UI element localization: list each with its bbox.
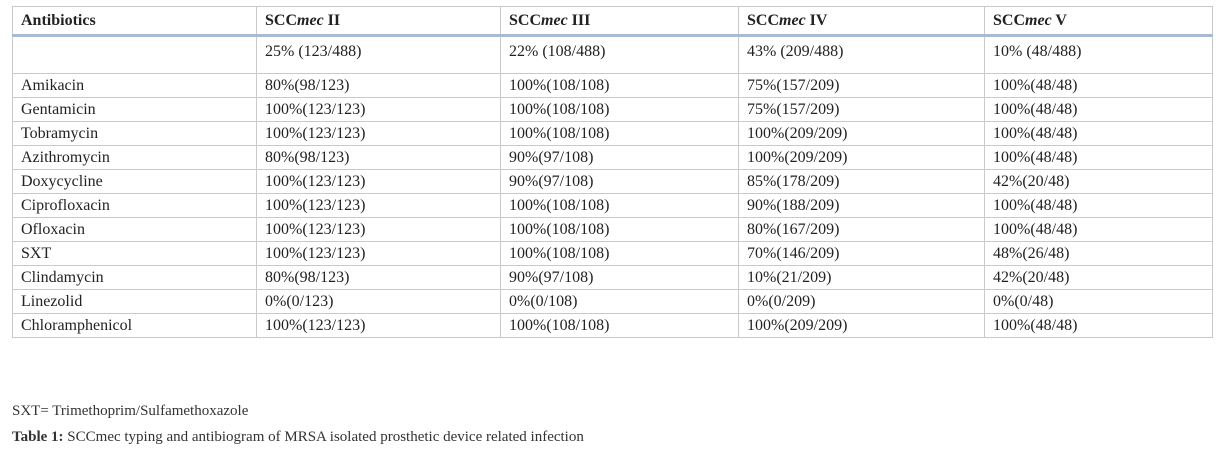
table-cell: 80%(167/209) [738, 217, 985, 242]
prevalence-cell: 10% (48/488) [984, 35, 1213, 74]
table-cell: 100%(48/48) [984, 97, 1213, 122]
table-cell: 100%(108/108) [500, 313, 739, 338]
caption-label: Table 1: [12, 429, 64, 445]
table-row: Chloramphenicol 100%(123/123) 100%(108/1… [12, 313, 1213, 338]
antibiotic-name: Chloramphenicol [12, 313, 257, 338]
table-cell: 100%(108/108) [500, 97, 739, 122]
table-cell: 100%(108/108) [500, 121, 739, 146]
table-cell: 0%(0/48) [984, 289, 1213, 314]
table-row: Linezolid 0%(0/123) 0%(0/108) 0%(0/209) … [12, 289, 1213, 314]
table-cell: 0%(0/209) [738, 289, 985, 314]
table-cell: 0%(0/108) [500, 289, 739, 314]
table-cell: 100%(48/48) [984, 73, 1213, 98]
table-cell: 100%(48/48) [984, 193, 1213, 218]
antibiotic-name: Ciprofloxacin [12, 193, 257, 218]
table-cell: 100%(123/123) [256, 241, 501, 266]
table-cell: 75%(157/209) [738, 97, 985, 122]
antibiotic-name: Gentamicin [12, 97, 257, 122]
table-cell: 80%(98/123) [256, 145, 501, 170]
table-cell: 48%(26/48) [984, 241, 1213, 266]
table-row: Ciprofloxacin 100%(123/123) 100%(108/108… [12, 193, 1213, 218]
antibiotic-name: Amikacin [12, 73, 257, 98]
table-cell: 100%(209/209) [738, 313, 985, 338]
table-caption: Table 1: SCCmec typing and antibiogram o… [12, 429, 584, 446]
table-cell: 100%(48/48) [984, 313, 1213, 338]
header-sccmec-ii: SCCmec II [256, 6, 501, 37]
table-cell: 100%(123/123) [256, 169, 501, 194]
table-cell: 100%(123/123) [256, 121, 501, 146]
table-cell: 70%(146/209) [738, 241, 985, 266]
table-cell: 100%(108/108) [500, 73, 739, 98]
table-cell: 100%(209/209) [738, 121, 985, 146]
table-row: Azithromycin 80%(98/123) 90%(97/108) 100… [12, 145, 1213, 170]
table-cell: 42%(20/48) [984, 169, 1213, 194]
antibiotic-name: Clindamycin [12, 265, 257, 290]
caption-text: SCCmec typing and antibiogram of MRSA is… [67, 429, 584, 445]
table-cell: 100%(108/108) [500, 193, 739, 218]
table-container: Antibiotics SCCmec II SCCmec III SCCmec … [12, 6, 1213, 338]
table-cell: 100%(123/123) [256, 217, 501, 242]
table-cell: 100%(108/108) [500, 217, 739, 242]
table-cell: 75%(157/209) [738, 73, 985, 98]
table-cell: 100%(48/48) [984, 145, 1213, 170]
prevalence-cell: 25% (123/488) [256, 35, 501, 74]
prevalence-cell: 22% (108/488) [500, 35, 739, 74]
table-cell: 0%(0/123) [256, 289, 501, 314]
table-cell: 100%(209/209) [738, 145, 985, 170]
table-row: Gentamicin 100%(123/123) 100%(108/108) 7… [12, 97, 1213, 122]
table-row: Doxycycline 100%(123/123) 90%(97/108) 85… [12, 169, 1213, 194]
prevalence-row: 25% (123/488) 22% (108/488) 43% (209/488… [12, 35, 1213, 74]
antibiotic-name: Tobramycin [12, 121, 257, 146]
table-row: Ofloxacin 100%(123/123) 100%(108/108) 80… [12, 217, 1213, 242]
table-cell: 90%(97/108) [500, 169, 739, 194]
antibiogram-table: Antibiotics SCCmec II SCCmec III SCCmec … [12, 6, 1213, 338]
table-cell: 85%(178/209) [738, 169, 985, 194]
table-cell: 90%(188/209) [738, 193, 985, 218]
antibiotic-name: Doxycycline [12, 169, 257, 194]
table-cell: 100%(123/123) [256, 313, 501, 338]
table-cell: 100%(108/108) [500, 241, 739, 266]
table-row: SXT 100%(123/123) 100%(108/108) 70%(146/… [12, 241, 1213, 266]
header-sccmec-v: SCCmec V [984, 6, 1213, 37]
header-sccmec-iv: SCCmec IV [738, 6, 985, 37]
table-cell: 10%(21/209) [738, 265, 985, 290]
table-cell: 90%(97/108) [500, 145, 739, 170]
table-cell: 100%(123/123) [256, 97, 501, 122]
prevalence-stub [12, 35, 257, 74]
table-row: Tobramycin 100%(123/123) 100%(108/108) 1… [12, 121, 1213, 146]
antibiotic-name: SXT [12, 241, 257, 266]
table-cell: 80%(98/123) [256, 265, 501, 290]
antibiotic-name: Azithromycin [12, 145, 257, 170]
antibiotic-name: Linezolid [12, 289, 257, 314]
table-cell: 100%(123/123) [256, 193, 501, 218]
table-footnote: SXT= Trimethoprim/Sulfamethoxazole [12, 403, 249, 419]
table-cell: 90%(97/108) [500, 265, 739, 290]
prevalence-cell: 43% (209/488) [738, 35, 985, 74]
header-antibiotics: Antibiotics [12, 6, 257, 37]
table-cell: 80%(98/123) [256, 73, 501, 98]
table-cell: 100%(48/48) [984, 121, 1213, 146]
antibiotic-name: Ofloxacin [12, 217, 257, 242]
header-sccmec-iii: SCCmec III [500, 6, 739, 37]
table-cell: 100%(48/48) [984, 217, 1213, 242]
table-row: Amikacin 80%(98/123) 100%(108/108) 75%(1… [12, 73, 1213, 98]
header-row: Antibiotics SCCmec II SCCmec III SCCmec … [12, 6, 1213, 37]
table-cell: 42%(20/48) [984, 265, 1213, 290]
table-row: Clindamycin 80%(98/123) 90%(97/108) 10%(… [12, 265, 1213, 290]
